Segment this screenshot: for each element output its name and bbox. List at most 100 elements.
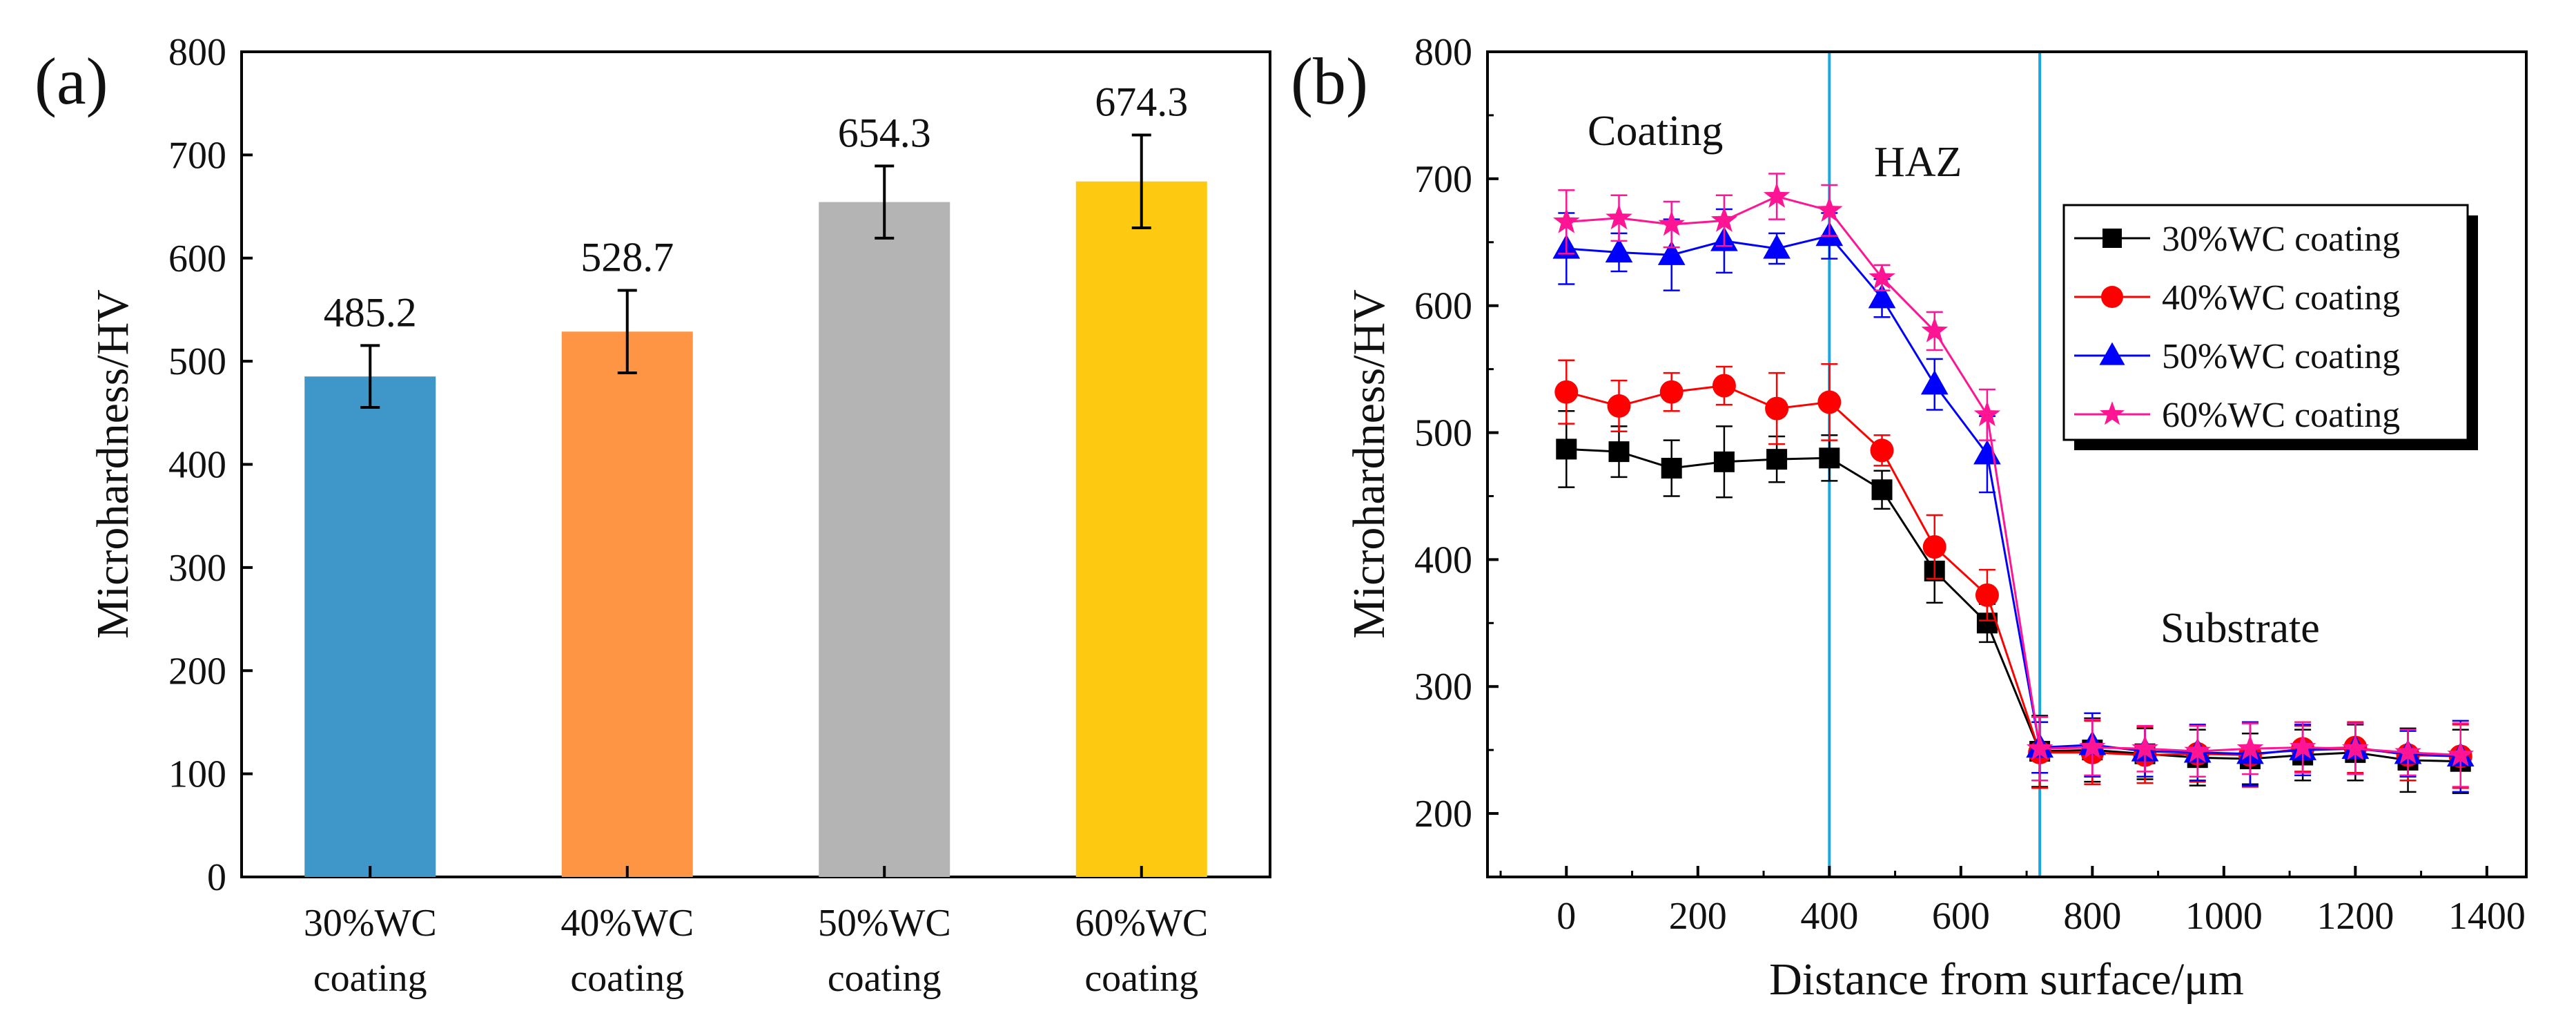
legend-items: 30%WC coating 40%WC coating 50%WC coating 6… [2074, 220, 2400, 435]
bar [1075, 181, 1207, 877]
panel-a-y-axis-title: Microhardness/HV [88, 289, 138, 639]
marker-star [2184, 737, 2211, 763]
marker-circle [1765, 396, 1789, 421]
marker-triangle [1605, 238, 1633, 263]
marker-square [1819, 447, 1840, 469]
y-tick-label: 300 [168, 547, 226, 590]
marker-star [2394, 738, 2421, 764]
x-tick-label: 400 [1800, 895, 1858, 938]
series-line [1566, 195, 2461, 756]
panel-a-y-axis: 0 100 200 300 400 500 600 700 800 [168, 31, 253, 899]
marker-circle [1607, 394, 1631, 418]
x-tick-label: 1200 [2316, 895, 2394, 938]
panel-a-bars: 485.2 30%WC coating 528.7 40%WC coating 654.3 5… [304, 79, 1208, 1000]
marker-star [1606, 204, 1632, 230]
panel-b-x-axis: 0 200 400 600 800 1000 1200 1400 [1499, 866, 2526, 938]
marker-circle [1659, 380, 1684, 404]
marker-star [2131, 735, 2158, 760]
x-tick-label: 0 [1557, 895, 1576, 938]
marker-star [2100, 401, 2125, 425]
panel-b-y-axis-title: Microhardness/HV [1344, 289, 1394, 639]
annotation-haz: HAZ [1874, 139, 1962, 186]
marker-circle [1975, 583, 1999, 607]
y-tick-label: 600 [168, 238, 226, 280]
marker-circle [1870, 438, 1894, 463]
marker-square [1608, 441, 1630, 463]
panel-b-line-chart: (b) 0 200 400 600 800 1000 1200 1400 200 300 400 5… [1291, 31, 2528, 1005]
marker-star [1868, 264, 1895, 289]
marker-star [2342, 735, 2369, 760]
marker-square [1556, 438, 1577, 460]
bar [819, 202, 950, 877]
panel-b-y-axis: 200 300 400 500 600 700 800 [1414, 31, 1499, 878]
marker-square [1766, 449, 1788, 470]
panel-b-series [1552, 173, 2475, 794]
marker-star [2289, 733, 2316, 759]
marker-star [1658, 210, 1685, 236]
marker-circle [1554, 380, 1579, 404]
marker-triangle [1973, 440, 2001, 465]
x-tick-label: 1000 [2185, 895, 2263, 938]
x-tick-label: 40%WC [560, 902, 694, 945]
y-tick-label: 700 [1414, 158, 1472, 201]
legend-label: 30%WC coating [2162, 220, 2400, 259]
marker-square [1713, 451, 1735, 472]
data-label: 528.7 [580, 235, 674, 280]
marker-star [2026, 735, 2053, 760]
y-tick-label: 500 [168, 340, 226, 383]
marker-star [1973, 400, 2001, 427]
legend-label: 60%WC coating [2162, 396, 2400, 435]
marker-square [2102, 229, 2122, 248]
x-tick-label: 1400 [2448, 895, 2526, 938]
legend-label: 50%WC coating [2162, 337, 2400, 376]
annotation-coating: Coating [1588, 108, 1723, 155]
marker-star [1816, 196, 1843, 222]
marker-triangle [1657, 240, 1686, 265]
y-tick-label: 500 [1414, 412, 1472, 455]
marker-square [1661, 458, 1682, 479]
y-tick-label: 400 [168, 444, 226, 487]
x-tick-label: 800 [2063, 895, 2121, 938]
y-tick-label: 700 [168, 134, 226, 177]
panel-b-x-axis-title: Distance from surface/μm [1769, 954, 2244, 1005]
legend-box [2062, 204, 2469, 441]
bar [561, 331, 693, 877]
x-tick-label: 200 [1669, 895, 1727, 938]
marker-circle [1817, 390, 1842, 414]
y-tick-label: 300 [1414, 666, 1472, 708]
x-tick-label: coating [1084, 957, 1198, 1000]
marker-circle [2101, 286, 2123, 308]
x-tick-label: coating [313, 957, 427, 1000]
x-tick-label: 30%WC [304, 902, 437, 945]
series-60-wc-coating [1553, 173, 2474, 788]
marker-star [2079, 733, 2106, 759]
panel-b-label: (b) [1291, 44, 1368, 118]
marker-star [2447, 741, 2474, 766]
y-tick-label: 200 [168, 650, 226, 693]
marker-triangle [1868, 283, 1896, 309]
marker-circle [1922, 535, 1946, 559]
bar [304, 376, 436, 877]
data-label: 674.3 [1095, 79, 1188, 125]
x-tick-label: coating [828, 957, 941, 1000]
panel-b-plot-frame [1486, 50, 2528, 878]
y-tick-label: 400 [1414, 539, 1472, 581]
marker-star [1710, 206, 1738, 232]
marker-square [1871, 479, 1893, 501]
panel-b-legend: 30%WC coating 40%WC coating 50%WC coating 6… [2062, 204, 2478, 450]
x-tick-label: coating [570, 957, 684, 1000]
marker-star [1763, 182, 1790, 208]
marker-triangle [1763, 234, 1790, 259]
y-tick-label: 100 [168, 753, 226, 796]
y-tick-label: 800 [1414, 31, 1472, 74]
y-tick-label: 600 [1414, 285, 1472, 328]
data-label: 485.2 [324, 289, 417, 335]
y-tick-label: 800 [168, 31, 226, 74]
annotation-substrate: Substrate [2160, 605, 2320, 652]
marker-star [2236, 735, 2264, 760]
marker-circle [1712, 374, 1736, 398]
panel-a-bar-chart: (a) 0 100 200 300 400 500 600 700 800 Microhardn… [35, 31, 1271, 1000]
y-tick-label: 200 [1414, 793, 1472, 836]
